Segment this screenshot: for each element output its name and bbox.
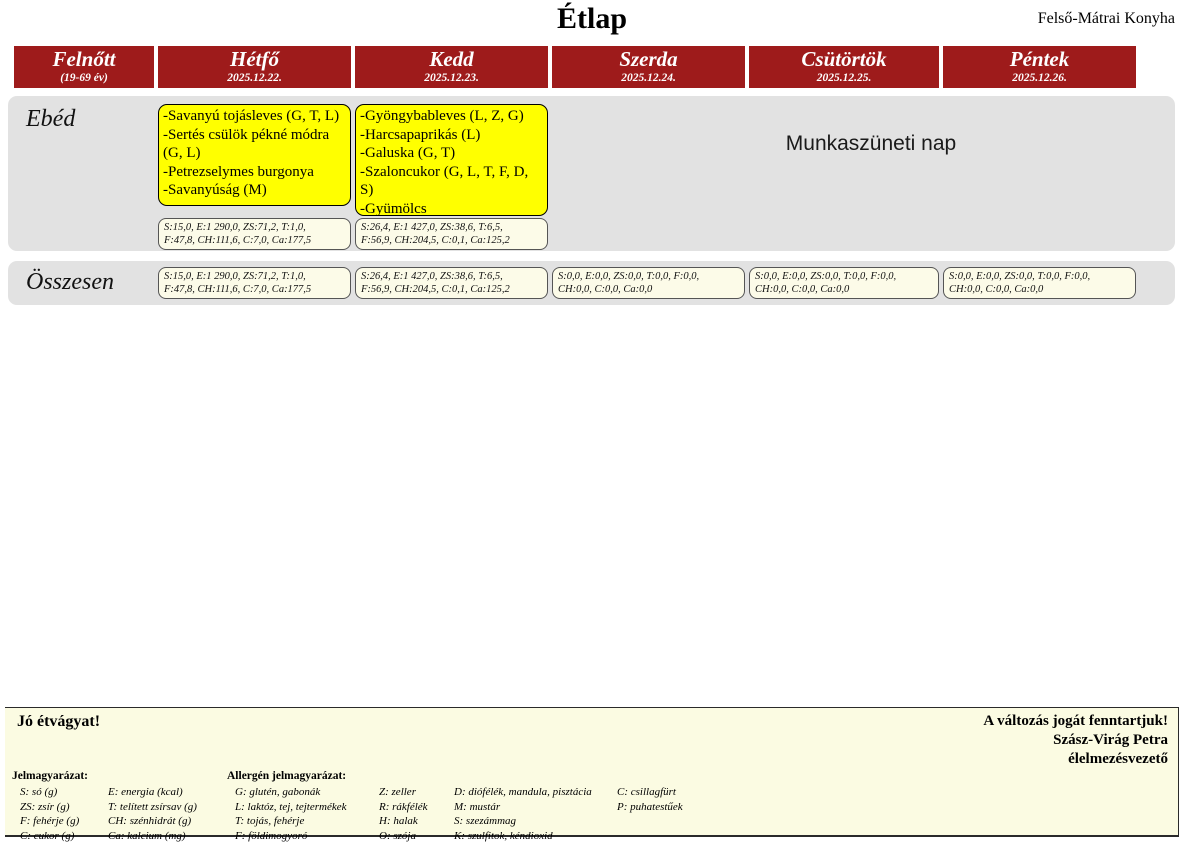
legend-allergen-col-4: C: csillagfürt P: puhatestűek: [617, 785, 683, 814]
totals-line: CH:0,0, C:0,0, Ca:0,0: [949, 284, 1044, 295]
dish-item: -Savanyú tojásleves (G, T, L): [163, 108, 340, 124]
legend-nutrition: Jelmagyarázat: S: só (g) ZS: zsír (g) F: f…: [12, 770, 242, 845]
totals-line: S:0,0, E:0,0, ZS:0,0, T:0,0, F:0,0,: [949, 271, 1091, 282]
meal-row-label: Ebéd: [26, 106, 76, 132]
legend-allergen-col-2: Z: zeller R: rákfélék H: halak O: szója: [379, 785, 428, 843]
legend-allergen-title: Allergén jelmagyarázat:: [227, 770, 347, 782]
totals-line: F:47,8, CH:111,6, C:7,0, Ca:177,5: [164, 284, 312, 295]
day-header-szerda[interactable]: Szerda 2025.12.24.: [552, 46, 745, 88]
totals-line: S:15,0, E:1 290,0, ZS:71,2, T:1,0,: [164, 271, 306, 282]
meal-row-lunch: Ebéd Munkaszüneti nap -Savanyú tojásleve…: [8, 96, 1175, 251]
holiday-note: Munkaszüneti nap: [785, 132, 957, 155]
nutrition-line: S:15,0, E:1 290,0, ZS:71,2, T:1,0,: [164, 222, 306, 233]
totals-row: Összesen S:15,0, E:1 290,0, ZS:71,2, T:1…: [8, 261, 1175, 305]
bon-appetit-text: Jó étvágyat!: [17, 713, 101, 730]
day-header-csütörtök[interactable]: Csütörtök 2025.12.25.: [749, 46, 939, 88]
dish-item: -Szaloncukor (G, L, T, F, D, S): [360, 163, 529, 199]
totals-line: CH:0,0, C:0,0, Ca:0,0: [755, 284, 850, 295]
legend-entry: S: szezámmag: [454, 815, 517, 827]
legend-entry: F: földimogyoró: [235, 829, 308, 842]
legend-entry: Ca: kalcium (mg): [108, 829, 186, 842]
day-header-date: 2025.12.26.: [1012, 72, 1067, 84]
legend-entry: C: csillagfürt: [617, 786, 676, 798]
page-title: Étlap: [556, 2, 628, 35]
legend-entry: H: halak: [379, 815, 418, 827]
totals-line: S:0,0, E:0,0, ZS:0,0, T:0,0, F:0,0,: [755, 271, 897, 282]
footer: Jó étvágyat! A változás jogát fenntartju…: [5, 707, 1179, 842]
totals-line: S:0,0, E:0,0, ZS:0,0, T:0,0, F:0,0,: [558, 271, 700, 282]
legend-allergen: Allergén jelmagyarázat: G: glutén, gabon…: [227, 770, 927, 845]
nutrition-line: F:47,8, CH:111,6, C:7,0, Ca:177,5: [164, 235, 312, 246]
day-header-name: Kedd: [429, 47, 474, 71]
day-header-name: Szerda: [619, 47, 678, 71]
day-header-row: Felnőtt (19-69 év) Hétfő 2025.12.22. Kedd 202…: [0, 46, 1184, 88]
legend-entry: R: rákfélék: [379, 800, 428, 813]
day-header-name: Felnőtt: [52, 47, 116, 71]
nutrition-line: F:56,9, CH:204,5, C:0,1, Ca:125,2: [361, 235, 510, 246]
legend-allergen-col-1: G: glutén, gabonák L: laktóz, tej, tejter…: [235, 785, 347, 843]
totals-row-label: Összesen: [26, 269, 114, 295]
legend-entry: T: telített zsírsav (g): [108, 800, 197, 813]
day-header-name: Csütörtök: [801, 47, 887, 71]
legend-entry: G: glutén, gabonák: [235, 786, 321, 798]
dish-item: -Petrezselymes burgonya: [163, 163, 314, 180]
totals-box-csütörtök[interactable]: S:0,0, E:0,0, ZS:0,0, T:0,0, F:0,0, CH:0,…: [749, 267, 939, 299]
legend-entry: P: puhatestűek: [617, 800, 683, 813]
legend-entry: CH: szénhidrát (g): [108, 815, 192, 827]
legend-allergen-col-3: D: diófélék, mandula, pisztácia M: mustár…: [454, 785, 592, 843]
day-header-kedd[interactable]: Kedd 2025.12.23.: [355, 46, 548, 88]
day-header-category[interactable]: Felnőtt (19-69 év): [14, 46, 154, 88]
totals-box-péntek[interactable]: S:0,0, E:0,0, ZS:0,0, T:0,0, F:0,0, CH:0,…: [943, 267, 1136, 299]
totals-line: S:26,4, E:1 427,0, ZS:38,6, T:6,5,: [361, 271, 503, 282]
kitchen-name: Felső-Mátrai Konyha: [1037, 10, 1175, 27]
legend-entry: T: tojás, fehérje: [235, 815, 305, 827]
rights-reserved-block: A változás jogát fenntartjuk! Szász-Virá…: [983, 712, 1168, 769]
totals-box-kedd[interactable]: S:26,4, E:1 427,0, ZS:38,6, T:6,5, F:56,9…: [355, 267, 548, 299]
legend-entry: K: szulfitok, kéndioxid: [454, 829, 553, 842]
totals-box-hétfő[interactable]: S:15,0, E:1 290,0, ZS:71,2, T:1,0, F:47,8…: [158, 267, 351, 299]
legend-entry: ZS: zsír (g): [20, 800, 70, 813]
legend-entry: C: cukor (g): [20, 829, 75, 842]
day-header-name: Hétfő: [230, 47, 279, 71]
dish-box-kedd[interactable]: -Gyöngybableves (L, Z, G) -Harcsapaprikás…: [355, 104, 548, 217]
day-header-date: 2025.12.23.: [424, 72, 479, 84]
dish-box-hétfő[interactable]: -Savanyú tojásleves (G, T, L) -Sertés csü…: [158, 104, 351, 206]
legend-entry: S: só (g): [20, 786, 58, 798]
legend-entry: E: energia (kcal): [108, 786, 183, 798]
dish-item: -Gyöngybableves (L, Z, G): [360, 108, 524, 124]
legend-nutrition-col-1: S: só (g) ZS: zsír (g) F: fehérje (g) C: cu…: [20, 785, 79, 843]
day-header-date: (19-69 év): [60, 72, 108, 84]
day-header-péntek[interactable]: Péntek 2025.12.26.: [943, 46, 1136, 88]
day-header-date: 2025.12.25.: [816, 72, 872, 84]
rights-line-1: A változás jogát fenntartjuk!: [983, 713, 1168, 729]
legend-nutrition-title: Jelmagyarázat:: [12, 770, 88, 782]
day-header-date: 2025.12.24.: [621, 72, 676, 84]
legend-entry: Z: zeller: [379, 786, 416, 798]
legend-entry: O: szója: [379, 829, 416, 842]
signer-role: élelmezésvezető: [1068, 751, 1168, 767]
legend-nutrition-col-2: E: energia (kcal) T: telített zsírsav (g)…: [108, 785, 197, 843]
totals-line: F:56,9, CH:204,5, C:0,1, Ca:125,2: [361, 284, 510, 295]
totals-line: CH:0,0, C:0,0, Ca:0,0: [558, 284, 653, 295]
legend-entry: F: fehérje (g): [20, 815, 80, 827]
nutrition-box-hétfő[interactable]: S:15,0, E:1 290,0, ZS:71,2, T:1,0, F:47,8…: [158, 218, 351, 250]
dish-item: -Galuska (G, T): [360, 145, 456, 161]
dish-item: -Gyümölcs: [360, 200, 427, 217]
dish-item: -Harcsapaprikás (L): [360, 126, 481, 143]
day-header-date: 2025.12.22.: [227, 72, 282, 84]
day-header-name: Péntek: [1009, 47, 1070, 71]
day-header-hétfő[interactable]: Hétfő 2025.12.22.: [158, 46, 351, 88]
legend-entry: L: laktóz, tej, tejtermékek: [235, 800, 347, 813]
totals-box-szerda[interactable]: S:0,0, E:0,0, ZS:0,0, T:0,0, F:0,0, CH:0,…: [552, 267, 745, 299]
dish-item: -Savanyúság (M): [163, 182, 267, 198]
title-bar: Étlap Felső-Mátrai Konyha: [0, 0, 1184, 42]
dish-item: -Sertés csülök pékné módra (G, L): [163, 126, 330, 162]
signer-name: Szász-Virág Petra: [1053, 732, 1168, 748]
nutrition-box-kedd[interactable]: S:26,4, E:1 427,0, ZS:38,6, T:6,5, F:56,9…: [355, 218, 548, 250]
nutrition-line: S:26,4, E:1 427,0, ZS:38,6, T:6,5,: [361, 222, 503, 233]
legend-entry: D: diófélék, mandula, pisztácia: [454, 786, 592, 798]
legend-entry: M: mustár: [454, 800, 501, 813]
